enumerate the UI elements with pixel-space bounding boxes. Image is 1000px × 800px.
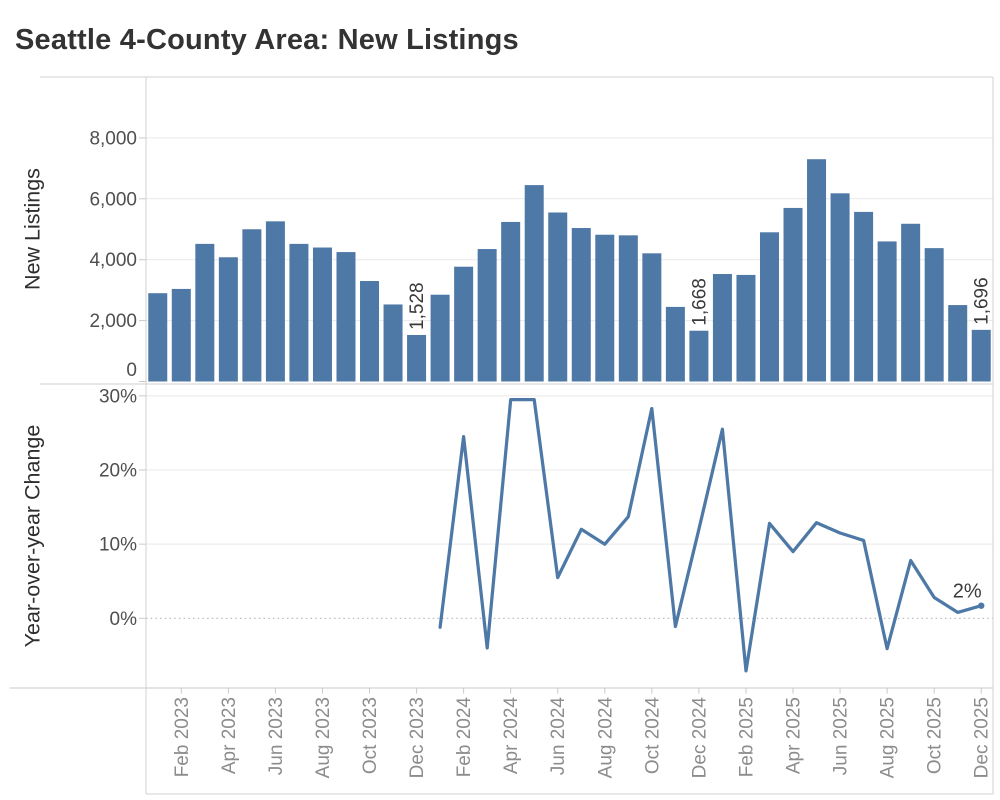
bar-jun-2023[interactable] (265, 221, 285, 382)
bar-jul-2025[interactable] (854, 211, 874, 382)
bar-aug-2025[interactable] (877, 241, 897, 382)
bar-sep-2024[interactable] (618, 235, 638, 382)
x-tick-label: Apr 2025 (784, 697, 805, 774)
bar-jun-2024[interactable] (548, 212, 568, 382)
bar-aug-2023[interactable] (312, 247, 332, 382)
bar-mar-2025[interactable] (759, 232, 779, 382)
y-tick-label: 0 (126, 360, 137, 381)
bar-jan-2023[interactable] (148, 293, 168, 382)
bar-aug-2024[interactable] (595, 234, 615, 382)
x-tick-label: Aug 2025 (878, 697, 899, 778)
y-tick-label: 10% (99, 535, 137, 556)
bar-mar-2024[interactable] (477, 249, 497, 382)
x-tick-label: Oct 2023 (360, 697, 381, 774)
bar-feb-2024[interactable] (454, 266, 474, 382)
bar-may-2025[interactable] (807, 159, 827, 382)
x-tick-label: Dec 2024 (689, 697, 710, 779)
x-tick-label: Dec 2025 (972, 697, 993, 778)
x-tick-label: Apr 2023 (219, 697, 240, 774)
yoy-end-marker (978, 602, 985, 609)
x-tick-label: Apr 2024 (501, 697, 522, 775)
x-tick-label: Oct 2024 (642, 697, 663, 775)
bar-dec-2024[interactable] (689, 330, 709, 382)
bar-feb-2023[interactable] (171, 288, 191, 382)
bar-oct-2024[interactable] (642, 253, 662, 382)
bar-sep-2023[interactable] (336, 252, 356, 382)
y-tick-label: 30% (99, 387, 137, 408)
bar-jul-2024[interactable] (571, 228, 591, 382)
bar-value-label: 1,528 (407, 282, 428, 330)
x-tick-label: Oct 2025 (925, 697, 946, 774)
line-value-label: 2% (953, 581, 982, 603)
x-tick-label: Dec 2023 (407, 697, 428, 778)
bar-dec-2023[interactable] (407, 334, 427, 382)
x-tick-label: Jun 2025 (831, 697, 852, 775)
y-tick-label: 4,000 (89, 250, 137, 271)
y-tick-label: 2,000 (89, 311, 137, 332)
x-tick-label: Feb 2025 (736, 697, 757, 777)
y-tick-label: 6,000 (89, 189, 137, 210)
bar-value-label: 1,668 (689, 278, 710, 326)
y-tick-label: 20% (99, 461, 137, 482)
yoy-line[interactable] (438, 397, 983, 673)
x-tick-label: Aug 2024 (595, 697, 616, 779)
x-tick-label: Feb 2023 (172, 697, 193, 777)
bar-nov-2024[interactable] (665, 306, 685, 382)
chart-title: Seattle 4-County Area: New Listings (15, 24, 519, 56)
bar-apr-2024[interactable] (501, 221, 521, 382)
bar-may-2023[interactable] (242, 229, 262, 382)
y-tick-label: 0% (110, 609, 138, 630)
bar-nov-2025[interactable] (948, 305, 968, 382)
bar-dec-2025[interactable] (971, 329, 991, 382)
x-tick-label: Jun 2023 (266, 697, 287, 775)
x-tick-label: Feb 2024 (454, 697, 475, 778)
bar-jan-2025[interactable] (712, 274, 732, 382)
x-tick-label: Aug 2023 (313, 697, 334, 778)
bar-apr-2025[interactable] (783, 207, 803, 382)
bar-jun-2025[interactable] (830, 193, 850, 382)
x-tick-label: Jun 2024 (548, 697, 569, 776)
bar-sep-2025[interactable] (901, 223, 921, 382)
bar-apr-2023[interactable] (218, 257, 238, 382)
bar-jul-2023[interactable] (289, 243, 309, 382)
bar-oct-2023[interactable] (360, 281, 380, 382)
bar-nov-2023[interactable] (383, 304, 403, 382)
bar-mar-2023[interactable] (195, 243, 215, 382)
bar-jan-2024[interactable] (430, 294, 450, 382)
bar-feb-2025[interactable] (736, 274, 756, 382)
y-tick-label: 8,000 (89, 128, 137, 149)
bar-may-2024[interactable] (524, 185, 544, 382)
bar-value-label: 1,696 (972, 277, 993, 325)
bar-oct-2025[interactable] (924, 248, 944, 382)
